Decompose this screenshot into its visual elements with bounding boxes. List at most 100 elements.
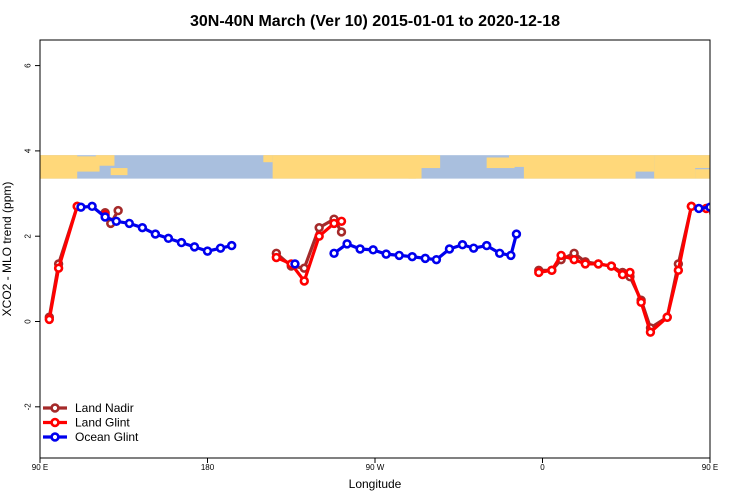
legend-marker [50, 417, 60, 428]
series-line [538, 204, 710, 330]
map-land [687, 155, 710, 169]
series-land-glint [44, 201, 710, 337]
map-land [110, 168, 128, 176]
y-axis: -2 0 2 4 6 [24, 63, 40, 411]
chart-title: 30N-40N March (Ver 10) 2015-01-01 to 202… [190, 13, 560, 30]
data-point [111, 216, 122, 226]
data-point [556, 250, 566, 261]
data-point [733, 218, 740, 225]
x-tick-label: 0 [540, 463, 545, 472]
data-point [673, 265, 684, 276]
map-land [263, 155, 273, 163]
data-point [686, 201, 697, 212]
legend-label: Ocean Glint [75, 430, 139, 444]
map-land [695, 169, 710, 179]
data-point [381, 249, 391, 259]
data-point [394, 250, 404, 261]
data-point [431, 254, 442, 265]
map-land [73, 156, 100, 172]
data-point [299, 276, 309, 286]
y-tick-label: 4 [24, 148, 33, 153]
data-point [271, 252, 282, 263]
data-point [580, 259, 591, 269]
data-point [124, 218, 135, 229]
x-tick-label: 90 W [366, 463, 385, 472]
y-tick-label: 2 [24, 233, 33, 238]
x-tick-label: 90 E [32, 463, 48, 472]
data-point [617, 269, 628, 280]
data-point [547, 265, 557, 276]
data-point [113, 205, 123, 216]
data-point [506, 250, 516, 261]
data-point [226, 240, 237, 251]
data-point [314, 222, 324, 233]
data-point [329, 218, 339, 229]
map-land [40, 155, 78, 179]
data-point [662, 312, 672, 322]
data-point [76, 202, 86, 212]
data-point [368, 245, 378, 255]
x-axis: 90 E 180 90 W 0 90 E [32, 458, 718, 472]
data-point [606, 261, 617, 271]
map-land [486, 157, 515, 169]
map-land [631, 155, 655, 172]
legend-label: Land Glint [75, 416, 130, 430]
data-point [336, 227, 347, 237]
data-point [625, 267, 635, 278]
data-point [53, 263, 64, 273]
data-point [481, 240, 492, 251]
x-tick-label: 90 E [702, 463, 718, 472]
y-tick-label: 0 [24, 319, 33, 324]
data-point [534, 267, 544, 278]
data-point [87, 201, 97, 212]
series-ocean-glint [76, 201, 740, 269]
data-point [468, 243, 479, 253]
x-tick-label: 180 [201, 463, 215, 472]
map-land [415, 155, 441, 169]
data-point [137, 222, 148, 233]
data-point [494, 248, 505, 258]
map-land [95, 155, 115, 166]
data-point [420, 253, 430, 264]
data-point [189, 242, 200, 252]
data-point [645, 327, 656, 337]
series-layer [44, 201, 740, 337]
data-point [336, 216, 347, 226]
y-axis-title: XCO2 - MLO trend (ppm) [0, 182, 14, 317]
map-land [509, 155, 528, 167]
data-point [716, 220, 723, 227]
data-point [100, 212, 110, 222]
map-land [408, 169, 416, 179]
map-land [272, 155, 422, 179]
data-point [215, 243, 226, 253]
legend-label: Land Nadir [75, 401, 134, 415]
data-point [150, 229, 161, 239]
legend-marker [50, 403, 60, 413]
data-point [457, 240, 468, 250]
data-point [163, 233, 174, 244]
x-axis-title: Longitude [349, 477, 402, 491]
data-point [593, 259, 604, 269]
data-point [314, 231, 324, 241]
y-tick-label: 6 [24, 63, 33, 68]
data-point [569, 254, 579, 265]
data-point [407, 251, 417, 262]
data-point [720, 207, 727, 214]
legend-marker [50, 432, 60, 442]
data-point [709, 209, 710, 216]
data-point [202, 246, 213, 256]
data-point [329, 248, 339, 258]
series-land-nadir [44, 201, 727, 333]
data-point [444, 244, 455, 254]
data-point [355, 244, 365, 254]
data-point [720, 214, 727, 221]
data-point [511, 229, 522, 239]
data-point [694, 203, 704, 214]
y-tick-label: -2 [24, 403, 33, 411]
data-point [342, 239, 352, 249]
series-line [47, 205, 79, 320]
series-line [333, 233, 518, 262]
world-map-strip [40, 155, 710, 179]
